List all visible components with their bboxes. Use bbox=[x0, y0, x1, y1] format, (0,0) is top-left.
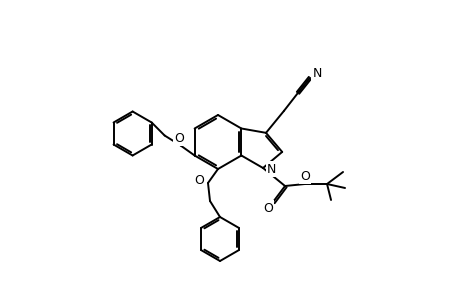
Text: N: N bbox=[312, 67, 321, 80]
Text: O: O bbox=[299, 169, 309, 182]
Text: O: O bbox=[263, 202, 272, 214]
Text: O: O bbox=[174, 132, 184, 145]
Text: O: O bbox=[194, 175, 203, 188]
Text: N: N bbox=[267, 163, 276, 176]
